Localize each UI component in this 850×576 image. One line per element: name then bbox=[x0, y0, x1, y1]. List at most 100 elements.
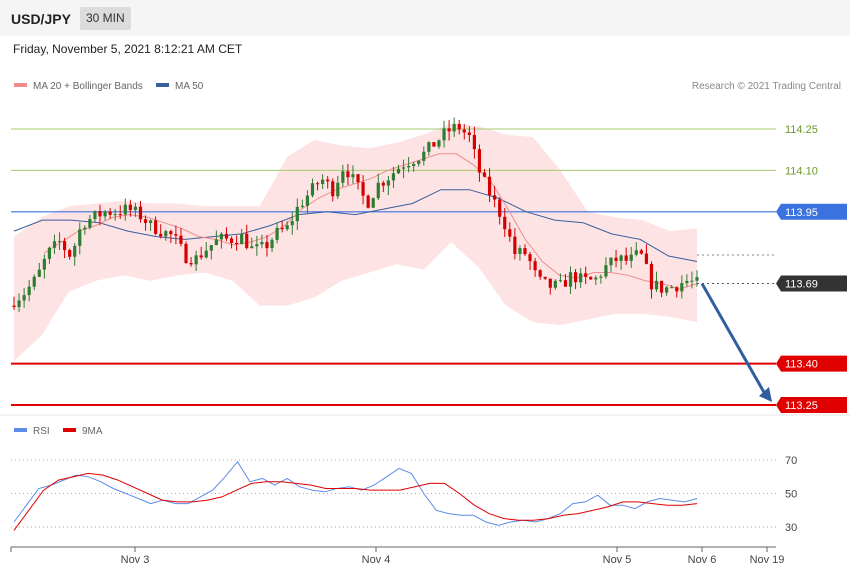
candle-down bbox=[543, 276, 547, 279]
candle-up bbox=[336, 182, 340, 197]
candle-down bbox=[467, 132, 471, 136]
candle-up bbox=[88, 219, 92, 228]
candle-down bbox=[533, 261, 537, 271]
candle-down bbox=[356, 174, 360, 183]
candle-down bbox=[366, 195, 370, 208]
candle-up bbox=[22, 295, 26, 301]
candle-up bbox=[310, 183, 315, 196]
last-price-label: 113.69 bbox=[785, 279, 818, 291]
candle-down bbox=[245, 233, 249, 249]
candle-up bbox=[619, 255, 623, 261]
ma50-swatch bbox=[156, 83, 169, 88]
candle-up bbox=[73, 245, 77, 257]
candle-up bbox=[442, 128, 446, 141]
candle-down bbox=[472, 135, 476, 150]
candle-down bbox=[118, 214, 122, 216]
candle-down bbox=[573, 272, 578, 283]
candle-down bbox=[98, 211, 102, 217]
legend-ma20: MA 20 + Bollinger Bands bbox=[14, 81, 143, 92]
candle-up bbox=[305, 195, 310, 206]
candle-up bbox=[204, 250, 208, 258]
candle-down bbox=[184, 243, 188, 264]
candle-down bbox=[179, 235, 183, 244]
candle-up bbox=[321, 179, 325, 185]
bollinger-band bbox=[14, 123, 697, 361]
candle-up bbox=[27, 286, 31, 296]
candle-down bbox=[493, 195, 497, 200]
candle-up bbox=[579, 273, 583, 283]
candle-up bbox=[427, 142, 431, 152]
legend-rsi: RSI bbox=[14, 426, 50, 437]
candle-up bbox=[417, 160, 421, 164]
candle-up bbox=[133, 206, 138, 211]
candle-up bbox=[518, 248, 522, 254]
candle-up bbox=[219, 233, 224, 240]
candle-up bbox=[685, 280, 689, 284]
candle-up bbox=[285, 225, 289, 230]
candle-up bbox=[113, 214, 117, 216]
rsi-ma-line bbox=[13, 472, 698, 531]
candle-down bbox=[513, 236, 517, 254]
candle-down bbox=[659, 280, 664, 293]
candle-down bbox=[174, 234, 178, 236]
candle-down bbox=[326, 179, 330, 182]
legend-rsi-ma: 9MA bbox=[63, 426, 103, 437]
candle-down bbox=[503, 216, 507, 230]
level-label-113.95: 113.95 bbox=[785, 207, 818, 219]
candle-up bbox=[437, 140, 441, 147]
candle-up bbox=[599, 276, 603, 278]
candle-down bbox=[477, 149, 482, 173]
instrument-title: USD/JPY bbox=[11, 11, 71, 27]
candle-up bbox=[209, 245, 213, 251]
candle-up bbox=[214, 239, 218, 246]
candle-down bbox=[68, 250, 72, 257]
candle-up bbox=[295, 206, 299, 222]
candle-up bbox=[422, 151, 426, 161]
candle-up bbox=[260, 242, 264, 245]
candle-down bbox=[639, 250, 643, 254]
candle-up bbox=[47, 247, 52, 259]
candle-up bbox=[695, 277, 699, 281]
candle-up bbox=[300, 205, 304, 207]
candle-down bbox=[523, 248, 527, 255]
candle-up bbox=[594, 277, 598, 280]
candle-up bbox=[553, 280, 557, 288]
candle-up bbox=[78, 229, 82, 246]
candle-up bbox=[665, 287, 669, 293]
candle-down bbox=[563, 280, 568, 287]
legend-ma50-label: MA 50 bbox=[175, 81, 204, 92]
candle-down bbox=[508, 229, 512, 237]
candle-up bbox=[341, 171, 345, 183]
candle-up bbox=[52, 241, 57, 248]
candle-up bbox=[609, 257, 613, 266]
candle-down bbox=[457, 123, 461, 130]
rsi-tick-30: 30 bbox=[785, 522, 797, 534]
candle-up bbox=[634, 250, 638, 255]
candle-up bbox=[57, 241, 62, 243]
candle-down bbox=[447, 128, 451, 132]
candle-down bbox=[498, 199, 502, 217]
candle-down bbox=[331, 181, 335, 197]
candle-up bbox=[255, 244, 259, 247]
candle-up bbox=[37, 269, 41, 277]
level-tag-113.40 bbox=[776, 355, 847, 372]
candle-up bbox=[270, 239, 274, 249]
candle-up bbox=[83, 227, 87, 230]
ma50-line bbox=[13, 189, 698, 262]
legend-rsi-label: RSI bbox=[33, 426, 50, 437]
level-tag-113.95 bbox=[776, 203, 847, 220]
candle-down bbox=[528, 254, 532, 262]
ma20-swatch bbox=[14, 83, 27, 88]
rsi-tick-70: 70 bbox=[785, 455, 797, 467]
timeframe-button[interactable]: 30 MIN bbox=[80, 7, 131, 30]
x-tick-label: Nov 3 bbox=[121, 554, 150, 566]
candle-up bbox=[290, 221, 294, 226]
timestamp: Friday, November 5, 2021 8:12:21 AM CET bbox=[13, 42, 243, 56]
level-label-113.40: 113.40 bbox=[785, 359, 818, 371]
candle-up bbox=[412, 163, 416, 166]
candle-up bbox=[690, 280, 694, 282]
candle-down bbox=[229, 238, 234, 243]
candle-up bbox=[351, 174, 355, 178]
level-label-114.10: 114.10 bbox=[785, 165, 818, 177]
candle-down bbox=[143, 219, 148, 224]
